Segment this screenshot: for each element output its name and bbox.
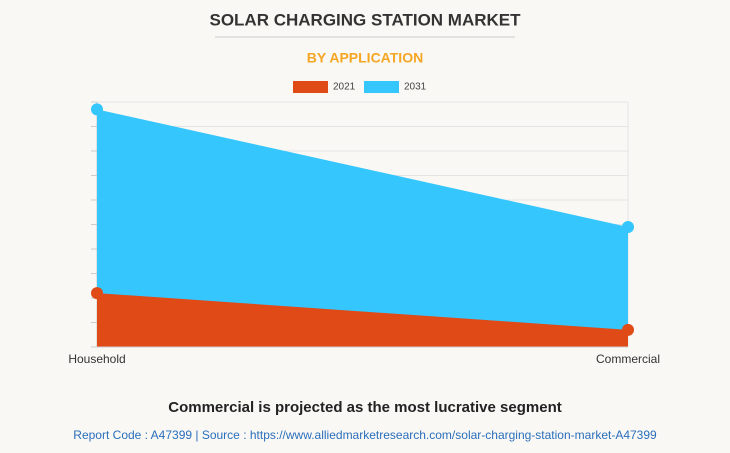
chart-subtitle: BY APPLICATION bbox=[307, 50, 423, 66]
area bbox=[97, 293, 628, 347]
legend-label: 2031 bbox=[404, 82, 427, 93]
point bbox=[622, 323, 634, 336]
footer-headline: Commercial is projected as the most lucr… bbox=[168, 399, 561, 416]
footer-source: Report Code : A47399 | Source : https://… bbox=[73, 428, 657, 442]
x-tick-label: Household bbox=[68, 352, 125, 366]
legend-swatch bbox=[293, 81, 328, 93]
plot: 2021 2031 Household Commercial bbox=[68, 81, 660, 366]
point bbox=[91, 103, 103, 116]
point bbox=[622, 220, 634, 233]
x-tick-label: Commercial bbox=[596, 352, 660, 366]
area bbox=[97, 109, 628, 347]
chart-title: SOLAR CHARGING STATION MARKET bbox=[209, 10, 521, 29]
legend-swatch bbox=[364, 81, 399, 93]
point bbox=[91, 287, 103, 300]
legend-label: 2021 bbox=[333, 82, 356, 93]
